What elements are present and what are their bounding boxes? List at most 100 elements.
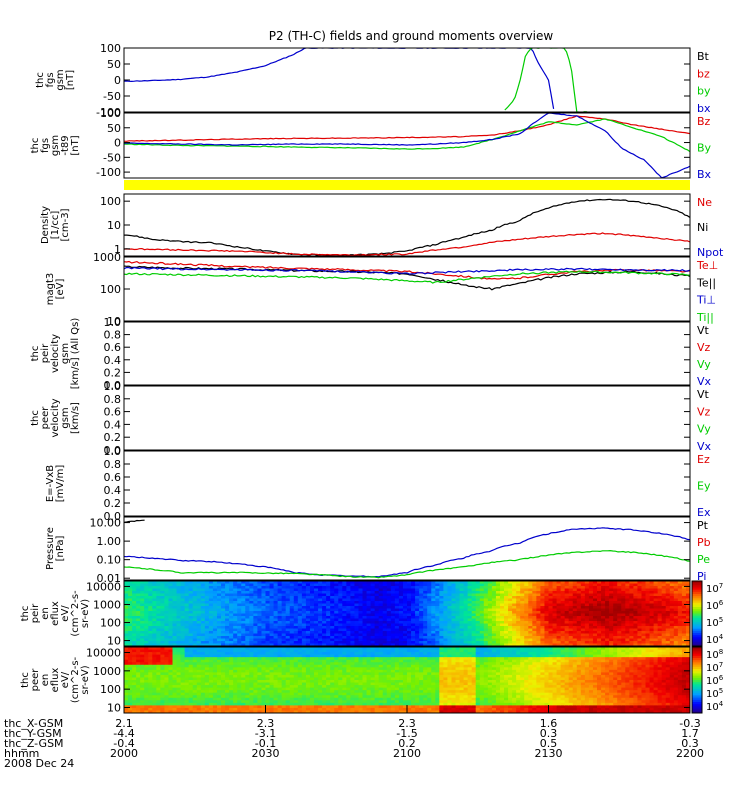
series-line (124, 232, 690, 256)
y-tick-label: 100 (100, 42, 121, 55)
legend-entry: Pt (697, 519, 709, 532)
legend-entry: Pe (697, 553, 710, 566)
y-tick-label: 0.0 (104, 510, 122, 523)
y-tick-label: 0.4 (104, 354, 122, 367)
legend-entry: Pi (697, 570, 706, 583)
legend-entry: bz (697, 67, 710, 80)
y-axis-label: thcpeervelocitygsm[km/s] (30, 398, 81, 437)
y-axis-label: magt3[eV] (45, 273, 66, 306)
y-tick-label: 1 (114, 243, 121, 256)
panel-fgs: 100 50 0 -50 -100 thcfgsgsm[nT] Bt bz by bx (35, 42, 711, 119)
panel-frame (123, 321, 691, 386)
colorbar-tick-label: 108 (706, 648, 723, 661)
y-axis-label: Density[1/cc][cm-3] (40, 206, 71, 244)
x-axis-value: 2.3 (257, 717, 275, 730)
y-tick-label: 0.01 (97, 572, 122, 585)
panel-fgs-t89: 100 50 0-50 -100 thcfgsgsm-t89[nT] Bz By Bx (30, 107, 712, 181)
series-line (124, 118, 690, 153)
x-axis-value: 0.2 (398, 737, 416, 750)
x-axis-date: 2008 Dec 24 (4, 757, 74, 770)
panel-density: 100 10 1 Density[1/cc][cm-3] Ne Ni Npot (40, 193, 724, 259)
series-line (124, 549, 690, 579)
y-tick-label: 1000 (93, 598, 121, 611)
series-line (124, 527, 690, 578)
y-tick-label: 1.0 (104, 316, 122, 329)
y-axis-label: thcpeirenefluxeV/(cm^2-s-sr-eV) (20, 590, 91, 637)
x-axis-value: 0.3 (540, 727, 558, 740)
y-axis-label: E=-VxB[mV/m] (45, 465, 66, 503)
panel-peir-velocity: 1.00.80.60.40.20.0thcpeirvelocitygsm[km/… (30, 316, 712, 392)
x-axis-value: 2000 (110, 747, 138, 760)
y-tick-label: 0.2 (104, 497, 122, 510)
legend-entry: Vt (697, 324, 710, 337)
x-axis-value: -0.4 (113, 737, 134, 750)
panel-pressure: 10.00 1.00 0.10 0.01 Pressure[nPa] Pt Pb Pe Pi (45, 516, 711, 585)
legend-entry: Te|| (696, 276, 716, 289)
y-tick-label: 0.8 (104, 458, 122, 471)
x-axis-value: -0.1 (255, 737, 276, 750)
y-tick-label: 100 (100, 283, 121, 296)
y-axis-label: thcpeirvelocitygsm[km/s] (All Qs) (30, 318, 81, 390)
y-tick-label: 0.10 (97, 554, 122, 567)
y-tick-label: 10000 (86, 647, 121, 660)
y-tick-label: -100 (96, 106, 121, 119)
y-tick-label: 0.0 (104, 444, 122, 457)
series-group-temperature (124, 260, 690, 291)
colorbar-tick-label: 106 (706, 674, 724, 687)
y-tick-label: -100 (96, 166, 121, 179)
series-line (124, 113, 690, 178)
x-axis-value: -4.4 (113, 727, 134, 740)
legend-entry: Vy (697, 358, 711, 371)
panel-frame (123, 580, 691, 647)
y-tick-label: 0.4 (104, 418, 122, 431)
y-tick-label: 0.4 (104, 484, 122, 497)
panel-frame (123, 385, 691, 451)
y-tick-label: 100 (100, 195, 121, 208)
legend-entry: Pb (697, 536, 711, 549)
y-tick-label: -50 (103, 90, 121, 103)
panel-frame (123, 256, 691, 322)
legend-entry: Ey (697, 480, 711, 493)
x-axis-value: 2.1 (115, 717, 133, 730)
x-axis-value: 2030 (252, 747, 280, 760)
x-axis-row-label: thc_X-GSM (4, 717, 63, 730)
panel-frame (123, 516, 691, 581)
y-tick-label: 10000 (86, 580, 121, 593)
series-line (124, 260, 690, 280)
x-axis-value: 1.7 (681, 727, 699, 740)
series-line (504, 48, 588, 112)
series-group-density (124, 198, 690, 256)
y-tick-label: 0.8 (104, 329, 122, 342)
y-tick-label: 0 (114, 74, 121, 87)
x-axis-value: 2.3 (398, 717, 416, 730)
legend-entry: Bz (697, 115, 711, 128)
x-axis-value: 2130 (535, 747, 563, 760)
y-tick-label: 0.8 (104, 393, 122, 406)
panel-temperature: 1000 100 10 magt3[eV] Te⊥ Te|| Ti⊥ Ti|| (45, 251, 718, 328)
quality-flag-bar (124, 180, 690, 190)
legend-entry: Ez (697, 453, 710, 466)
y-axis-label: thcfgsgsm-t89[nT] (30, 135, 81, 156)
y-tick-label: 1.0 (104, 380, 122, 393)
y-tick-label: 1000 (93, 251, 121, 264)
y-tick-label: 0.2 (104, 366, 122, 379)
series-line (124, 265, 690, 291)
series-line (124, 266, 690, 275)
y-tick-label: 50 (107, 58, 121, 71)
y-axis-label: Pressure[nPa] (45, 527, 66, 570)
y-tick-label: 100 (100, 107, 121, 120)
legend-entry: By (697, 142, 712, 155)
y-tick-label: 1.0 (104, 445, 122, 458)
colorbar-peir-eflux: 107 106 105 104 (691, 580, 724, 647)
series-group-pressure (124, 519, 690, 579)
series-line (124, 270, 690, 284)
x-axis-value: 1.6 (540, 717, 558, 730)
x-axis-value: -3.1 (255, 727, 276, 740)
panel-peer-velocity: 1.00.80.60.40.20.0thcpeervelocitygsm[km/… (30, 380, 712, 457)
y-tick-label: 50 (107, 122, 121, 135)
y-tick-label: 0.6 (104, 341, 122, 354)
legend-entry: bx (697, 102, 711, 115)
